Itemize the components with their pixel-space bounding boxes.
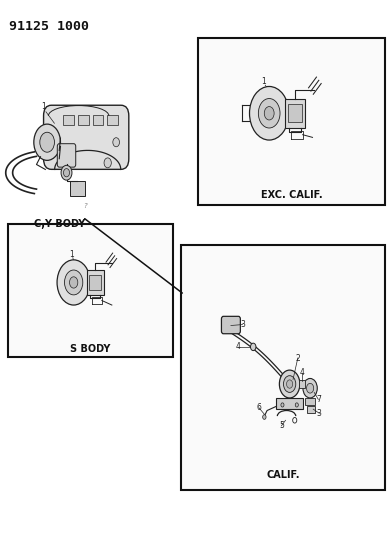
Bar [285, 99, 305, 128]
Circle shape [250, 343, 256, 351]
Circle shape [307, 383, 314, 393]
Bar [64, 115, 74, 125]
Text: CALIF.: CALIF. [267, 470, 300, 480]
Circle shape [69, 277, 78, 288]
Text: 1: 1 [261, 77, 266, 86]
Bar [305, 398, 315, 405]
Bar [89, 275, 101, 290]
Bar [93, 115, 103, 125]
Text: 4: 4 [299, 368, 304, 377]
Circle shape [65, 270, 83, 295]
Text: 3: 3 [240, 320, 245, 329]
Text: 5: 5 [279, 422, 284, 430]
Circle shape [258, 99, 280, 128]
Bar [78, 115, 89, 125]
Text: 1: 1 [41, 102, 46, 111]
Text: 6: 6 [256, 403, 261, 412]
Circle shape [303, 378, 317, 398]
Bar [8, 224, 172, 357]
Text: 1: 1 [70, 249, 74, 259]
FancyBboxPatch shape [57, 144, 76, 167]
Bar [276, 398, 303, 409]
Circle shape [281, 403, 284, 407]
Circle shape [295, 403, 298, 407]
Circle shape [61, 165, 72, 180]
Bar [299, 380, 305, 388]
Circle shape [263, 415, 266, 419]
Text: S BODY: S BODY [70, 344, 110, 354]
Circle shape [283, 376, 296, 392]
Circle shape [113, 138, 120, 147]
Circle shape [287, 380, 293, 388]
Bar [198, 38, 385, 205]
Circle shape [264, 107, 274, 120]
Bar [87, 270, 103, 295]
Bar [288, 104, 302, 122]
Text: 7: 7 [316, 395, 321, 404]
Bar [107, 115, 118, 125]
Bar [70, 181, 85, 196]
Circle shape [64, 168, 69, 177]
Circle shape [40, 132, 54, 152]
FancyBboxPatch shape [221, 316, 240, 334]
Text: EXC. CALIF.: EXC. CALIF. [261, 190, 323, 200]
Text: 91125 1000: 91125 1000 [9, 20, 89, 33]
Text: 3: 3 [317, 409, 322, 418]
Text: C,Y BODY: C,Y BODY [34, 219, 85, 229]
Circle shape [34, 124, 60, 160]
Text: ?: ? [83, 203, 87, 209]
Bar [181, 245, 385, 490]
FancyBboxPatch shape [44, 105, 129, 169]
Text: 4: 4 [236, 342, 241, 351]
Circle shape [279, 370, 300, 398]
Circle shape [57, 260, 90, 305]
Text: 2: 2 [296, 353, 300, 362]
Circle shape [250, 86, 289, 140]
Circle shape [104, 158, 111, 168]
Bar [307, 406, 315, 413]
